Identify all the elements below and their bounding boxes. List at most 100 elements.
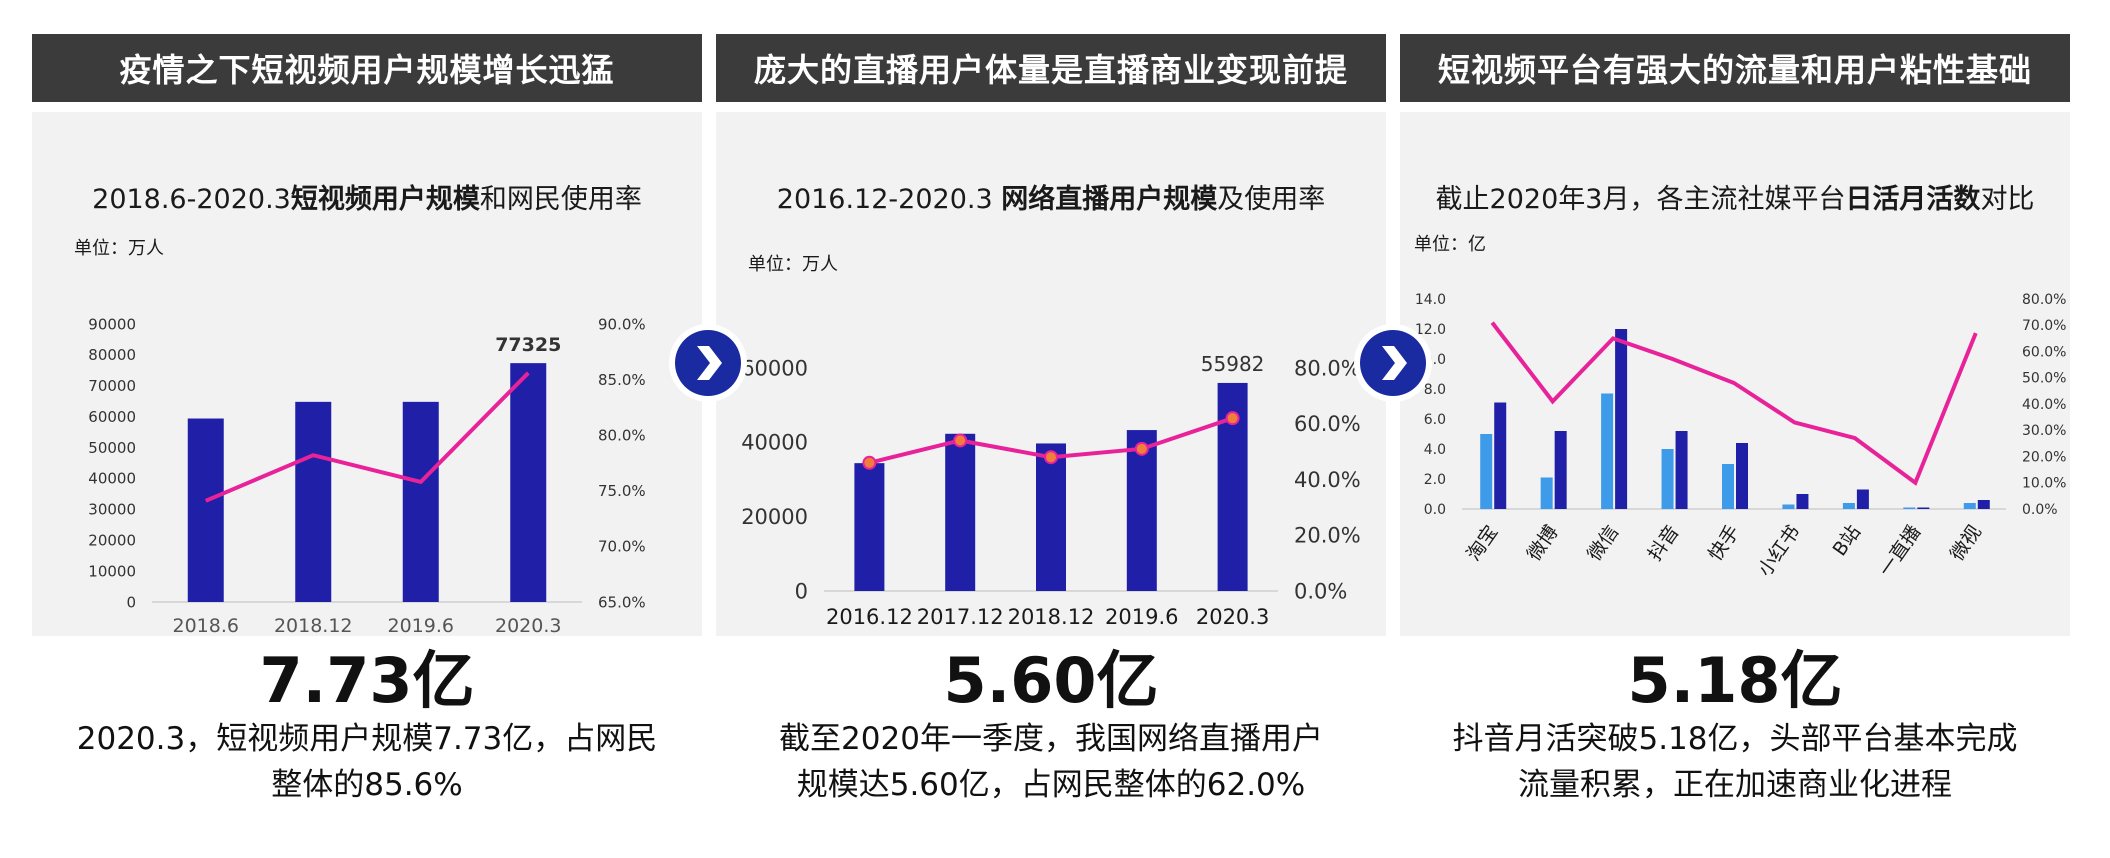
y-tick-label: 0 (795, 579, 808, 603)
y2-tick-label: 60.0% (1294, 412, 1361, 436)
x-tick-label: 微信 (1583, 521, 1623, 565)
chart-title-part: 截止2020年3月，各主流社媒平台 (1436, 184, 1846, 215)
bar-日活 (1480, 434, 1493, 509)
y2-tick-label: 70.0% (598, 538, 646, 556)
bar-日活 (1903, 507, 1916, 509)
x-tick-label: 2020.3 (1196, 605, 1269, 629)
bar-日活 (1722, 464, 1734, 509)
bar-用户规模 (1126, 430, 1157, 591)
y-tick-label: 14.0 (1415, 292, 1446, 308)
y2-tick-label: 30.0% (2022, 423, 2066, 439)
y-tick-label: 50000 (88, 439, 136, 457)
chart-area: 截止2020年3月，各主流社媒平台日活月活数对比单位：亿 0.0 2.0 4.0 6.0… (1400, 112, 2070, 636)
x-tick-label: 2018.12 (274, 615, 353, 636)
x-tick-label: 2020.3 (495, 615, 561, 636)
line-marker (1134, 441, 1149, 456)
x-tick-label: 2018.6 (173, 615, 239, 636)
y-tick-label: 12.0 (1415, 322, 1446, 338)
description-line: 抖音月活突破5.18亿，头部平台基本完成 (1452, 721, 2018, 757)
y2-tick-label: 10.0% (2022, 476, 2066, 492)
y2-tick-label: 70.0% (2022, 318, 2066, 334)
y-tick-label: 20000 (88, 531, 136, 549)
bar-日活 (1661, 449, 1674, 509)
y-tick-label: 40000 (741, 431, 808, 455)
y-tick-label: 90000 (88, 315, 136, 333)
x-tick-label: 2019.6 (1105, 605, 1178, 629)
unit-label: 单位：亿 (1414, 234, 1486, 255)
bar-用户规模 (945, 433, 976, 591)
description-line: 规模达5.60亿，占网民整体的62.0% (796, 767, 1306, 803)
y2-tick-label: 0.0% (2022, 502, 2058, 518)
chart-title-part: 2016.12-2020.3 (777, 184, 1001, 215)
bar-日活 (1963, 503, 1976, 509)
x-tick-label: 快手 (1704, 521, 1744, 565)
x-tick-label: B站 (1829, 521, 1865, 560)
bar-月活 (1675, 431, 1688, 509)
y2-tick-label: 80.0% (1294, 356, 1361, 380)
bar-日活 (1601, 393, 1614, 509)
description-line: 截至2020年一季度，我国网络直播用户 (779, 721, 1323, 757)
y-tick-label: 2.0 (1424, 472, 1446, 488)
x-tick-label: 微博 (1523, 521, 1563, 565)
y2-tick-label: 90.0% (598, 315, 646, 333)
bar-月活 (1615, 329, 1628, 509)
bar-月活 (1494, 402, 1507, 509)
chart-title: 截止2020年3月，各主流社媒平台日活月活数对比 (1436, 184, 2035, 215)
y-tick-label: 4.0 (1424, 442, 1446, 458)
line-活跃率 (1490, 321, 1978, 486)
line-marker (953, 433, 968, 448)
y2-tick-label: 50.0% (2022, 371, 2066, 387)
unit-label: 单位：万人 (74, 238, 164, 259)
y-tick-label: 0 (126, 593, 136, 611)
bar-月活 (1736, 443, 1748, 509)
big-number: 7.73亿 (259, 644, 475, 717)
x-tick-label: 淘宝 (1462, 521, 1502, 565)
y-tick-label: 30000 (88, 501, 136, 519)
y2-tick-label: 85.0% (598, 371, 646, 389)
y2-tick-label: 75.0% (598, 482, 646, 500)
bar-日活 (1842, 503, 1855, 509)
bar-月活 (1977, 500, 1990, 509)
line-marker (862, 455, 877, 470)
description-line: 2020.3，短视频用户规模7.73亿，占网民 (76, 721, 658, 757)
y2-tick-label: 60.0% (2022, 344, 2066, 360)
bar-日活 (1782, 504, 1795, 509)
y2-tick-label: 40.0% (1294, 468, 1361, 492)
y2-tick-label: 40.0% (2022, 397, 2066, 413)
data-label: 77325 (495, 334, 561, 356)
panel-platforms: 短视频平台有强大的流量和用户粘性基础 截止2020年3月，各主流社媒平台日活月活… (1400, 34, 2070, 636)
y2-tick-label: 80.0% (598, 426, 646, 444)
x-tick-label: 一直播 (1875, 521, 1926, 580)
y-tick-label: 80000 (88, 346, 136, 364)
y-tick-label: 60000 (741, 356, 808, 380)
y-tick-label: 8.0 (1424, 382, 1446, 398)
panel-header: 疫情之下短视频用户规模增长迅猛 (32, 34, 702, 102)
chevron-right-icon (669, 324, 747, 402)
y-tick-label: 0.0 (1424, 502, 1446, 518)
chart-title: 2016.12-2020.3 网络直播用户规模及使用率 (777, 183, 1325, 215)
x-tick-label: 2016.12 (826, 605, 913, 629)
y-tick-label: 20000 (741, 505, 808, 529)
bar-月活 (1554, 431, 1567, 509)
y2-tick-label: 20.0% (1294, 524, 1361, 548)
chart-title-bold: 短视频用户规模 (291, 183, 480, 215)
y2-tick-label: 65.0% (598, 593, 646, 611)
y2-tick-label: 0.0% (1294, 579, 1347, 603)
bar-月活 (1856, 489, 1869, 509)
panel-short-video: 疫情之下短视频用户规模增长迅猛 2018.6-2020.3短视频用户规模和网民使… (32, 34, 702, 636)
unit-label: 单位：万人 (748, 254, 838, 275)
y-tick-label: 6.0 (1424, 412, 1446, 428)
description-line: 流量积累，正在加速商业化进程 (1518, 767, 1952, 803)
chart-area: 2016.12-2020.3 网络直播用户规模及使用率单位：万人 0 20000 40… (716, 112, 1386, 636)
y-tick-label: 70000 (88, 377, 136, 395)
bar-用户规模 (187, 418, 224, 602)
big-number: 5.18亿 (1627, 644, 1843, 717)
bar-用户规模 (295, 401, 332, 602)
line-marker (1225, 411, 1240, 426)
chart-area: 2018.6-2020.3短视频用户规模和网民使用率 单位：万人 0 10000 200… (32, 112, 702, 636)
bar-用户规模 (854, 463, 885, 591)
chart-title-bold: 日活月活数 (1845, 184, 1981, 215)
x-tick-label: 2018.12 (1008, 605, 1095, 629)
